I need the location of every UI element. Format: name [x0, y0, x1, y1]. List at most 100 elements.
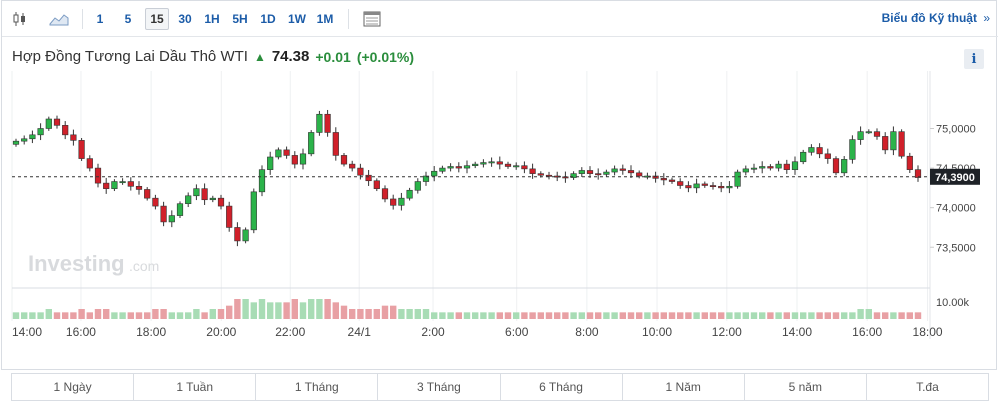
interval-1d[interactable]: 1D [260, 12, 276, 26]
volume-bar [422, 309, 430, 319]
candle [111, 179, 118, 192]
candle-body [480, 162, 487, 165]
volume-bar [816, 312, 823, 319]
range-6-months[interactable]: 6 Tháng [501, 374, 623, 400]
volume-bar [390, 305, 397, 319]
candle-body [373, 180, 380, 189]
range-1-day[interactable]: 1 Ngày [12, 374, 135, 400]
candle [250, 188, 257, 234]
volume-bar [185, 312, 192, 319]
volume-bar [865, 309, 872, 319]
candle [750, 163, 758, 174]
volume-bar [152, 309, 159, 319]
candle [127, 177, 134, 191]
candle-body [357, 167, 364, 176]
volume-bar [78, 309, 85, 319]
candle [890, 126, 897, 156]
candle-body [332, 132, 339, 156]
candle-body [595, 173, 602, 176]
range-1-month[interactable]: 1 Tháng [256, 374, 379, 400]
candle-body [808, 147, 815, 153]
volume-bar [644, 312, 651, 319]
x-tick-label: 12:00 [712, 325, 742, 339]
x-tick-label: 14:00 [782, 325, 812, 339]
area-chart-icon[interactable] [48, 8, 70, 30]
volume-bar [513, 312, 520, 319]
candlestick-icon[interactable] [10, 8, 30, 30]
volume-bar [242, 299, 249, 319]
range-1-week[interactable]: 1 Tuần [134, 374, 257, 400]
candle-body [275, 149, 282, 158]
candle-body [832, 158, 840, 174]
volume-bar [882, 312, 889, 319]
candle-body [455, 166, 462, 169]
volume-bar [545, 312, 553, 319]
candle [734, 169, 741, 189]
interval-15[interactable]: 15 [145, 8, 169, 30]
interval-1[interactable]: 1 [96, 12, 104, 26]
candle [463, 160, 471, 174]
table-icon[interactable] [360, 8, 384, 30]
info-icon[interactable]: i [964, 49, 984, 69]
volume-bar [332, 302, 339, 319]
candle-body [709, 185, 717, 188]
candle [545, 171, 553, 180]
candle-body [619, 168, 626, 171]
volume-bar [791, 312, 799, 319]
candle-body [849, 139, 856, 160]
candle-body [513, 165, 520, 168]
interval-1h[interactable]: 1H [204, 12, 220, 26]
y-tick-label: 74,0000 [936, 203, 976, 215]
interval-30[interactable]: 30 [178, 12, 192, 26]
volume-bar [701, 312, 708, 319]
technical-chart-label: Biểu đồ Kỹ thuật [881, 11, 977, 25]
price-change: +0.01 [315, 48, 351, 65]
candle [283, 146, 290, 159]
candle-body [447, 166, 454, 169]
volume-bar [890, 312, 897, 319]
x-tick-label: 16:00 [66, 325, 96, 339]
volume-bar [570, 312, 577, 319]
x-tick-label: 20:00 [206, 325, 236, 339]
volume-bar [726, 312, 733, 319]
technical-chart-link[interactable]: Biểu đồ Kỹ thuật » [882, 11, 990, 25]
vertical-gridlines [11, 71, 929, 321]
candle [193, 184, 200, 201]
candle [439, 165, 446, 174]
candle-body [193, 188, 200, 197]
volume-bar [119, 312, 126, 319]
candle [521, 161, 528, 174]
candle [86, 155, 93, 172]
candle [431, 166, 438, 182]
interval-5h[interactable]: 5H [232, 12, 248, 26]
interval-1m[interactable]: 1M [316, 12, 334, 26]
candle [316, 110, 323, 136]
candle [45, 116, 52, 131]
candle [685, 181, 692, 193]
candle-body [873, 131, 881, 137]
up-arrow-icon: ▲ [253, 49, 266, 64]
candle [422, 171, 430, 186]
x-tick-label: 14:00 [12, 325, 42, 339]
instrument-header: Hợp Đồng Tương Lai Dầu Thô WTI ▲ 74.38 +… [12, 48, 414, 65]
candle-body [816, 147, 823, 155]
range-max[interactable]: T.đa [916, 380, 939, 394]
candle [185, 192, 192, 208]
candle [586, 166, 594, 178]
range-3-months[interactable]: 3 Tháng [378, 374, 501, 400]
volume-bar [586, 312, 594, 319]
candle-body [217, 197, 225, 207]
last-price-marker [930, 168, 980, 185]
range-1-year[interactable]: 1 Năm [623, 374, 745, 400]
volume-bar [176, 312, 184, 319]
candle-body [742, 168, 749, 173]
volume-bar [103, 309, 110, 319]
candle [578, 167, 585, 177]
candle [160, 201, 167, 227]
interval-5[interactable]: 5 [124, 12, 132, 26]
candle-body [431, 170, 438, 177]
candle-body [865, 131, 872, 134]
candle-body [611, 168, 618, 173]
interval-1w[interactable]: 1W [288, 12, 306, 26]
range-5-years[interactable]: 5 năm [745, 374, 867, 400]
